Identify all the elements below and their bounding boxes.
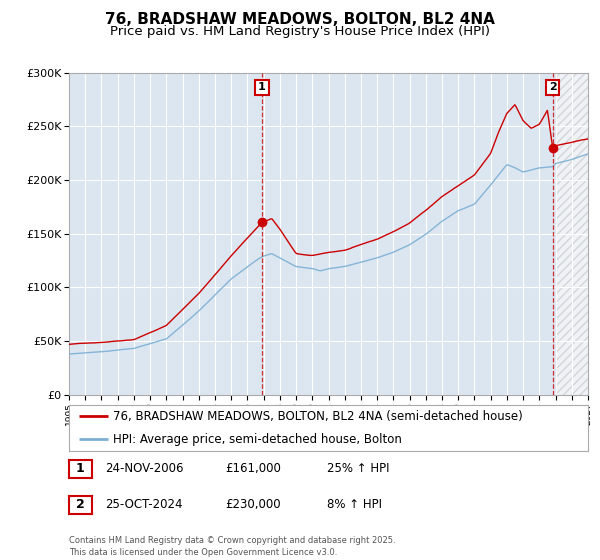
Text: 25-OCT-2024: 25-OCT-2024 xyxy=(105,498,182,511)
Text: HPI: Average price, semi-detached house, Bolton: HPI: Average price, semi-detached house,… xyxy=(113,433,402,446)
Text: £161,000: £161,000 xyxy=(225,462,281,475)
Text: 1: 1 xyxy=(76,462,85,475)
Text: 1: 1 xyxy=(258,82,266,92)
Bar xyxy=(556,73,588,395)
Text: 76, BRADSHAW MEADOWS, BOLTON, BL2 4NA: 76, BRADSHAW MEADOWS, BOLTON, BL2 4NA xyxy=(105,12,495,27)
Text: Price paid vs. HM Land Registry's House Price Index (HPI): Price paid vs. HM Land Registry's House … xyxy=(110,25,490,38)
Text: 24-NOV-2006: 24-NOV-2006 xyxy=(105,462,184,475)
Text: 2: 2 xyxy=(549,82,557,92)
Text: £230,000: £230,000 xyxy=(225,498,281,511)
Text: 2: 2 xyxy=(76,498,85,511)
Text: Contains HM Land Registry data © Crown copyright and database right 2025.
This d: Contains HM Land Registry data © Crown c… xyxy=(69,536,395,557)
Text: 25% ↑ HPI: 25% ↑ HPI xyxy=(327,462,389,475)
Text: 76, BRADSHAW MEADOWS, BOLTON, BL2 4NA (semi-detached house): 76, BRADSHAW MEADOWS, BOLTON, BL2 4NA (s… xyxy=(113,410,523,423)
Text: 8% ↑ HPI: 8% ↑ HPI xyxy=(327,498,382,511)
